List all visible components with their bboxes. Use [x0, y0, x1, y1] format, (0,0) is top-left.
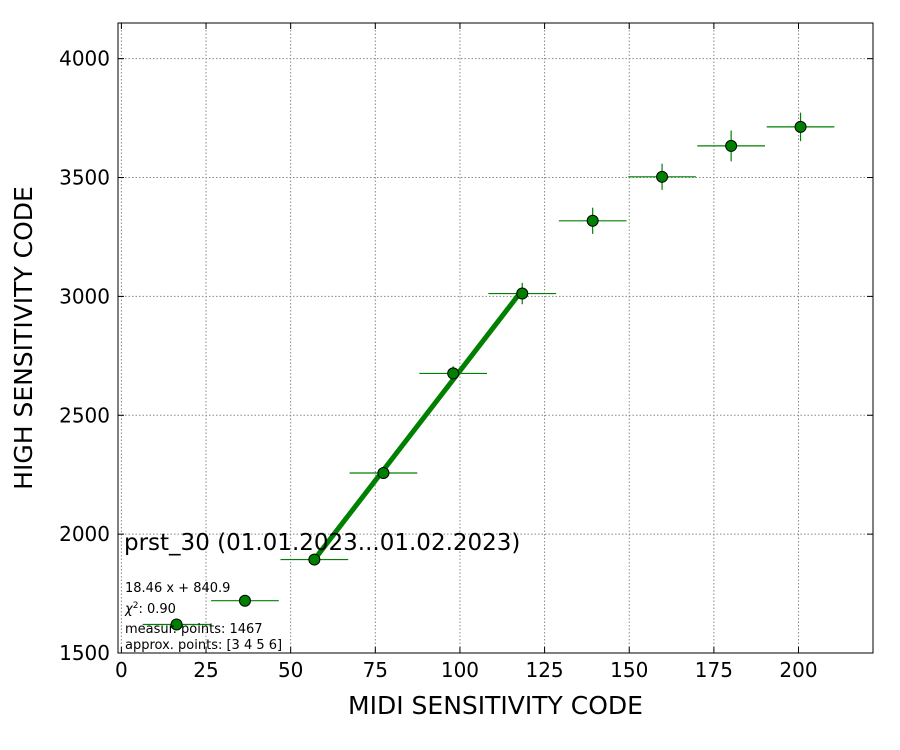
data-points [142, 112, 835, 631]
data-point [488, 282, 557, 305]
point-marker [238, 594, 251, 607]
point-marker [516, 287, 529, 300]
x-tick-label: 200 [779, 658, 817, 682]
point-marker [794, 120, 807, 133]
point-marker [377, 467, 390, 480]
data-point [558, 207, 627, 234]
data-point [211, 594, 279, 607]
y-tick-label: 4000 [59, 47, 110, 71]
annotation-measur-points: measur. points: 1467 [125, 622, 263, 637]
y-tick-label: 3500 [59, 166, 110, 190]
annotation-equation: 18.46 x + 840.9 [125, 581, 230, 596]
point-marker [170, 618, 183, 631]
point-marker [656, 170, 669, 183]
point-marker [586, 214, 599, 227]
annotation-approx-points: approx. points: [3 4 5 6] [125, 638, 282, 653]
x-tick-label: 175 [695, 658, 733, 682]
point-marker [308, 553, 321, 566]
fit-line-layer [312, 288, 525, 562]
y-axis-label: HIGH SENSITIVITY CODE [9, 186, 38, 490]
x-tick-label: 125 [525, 658, 563, 682]
chi-symbol: χ [124, 602, 134, 617]
data-point [766, 112, 835, 142]
data-point [419, 366, 488, 381]
data-point [280, 553, 349, 566]
data-point [349, 467, 418, 480]
x-axis-label: MIDI SENSITIVITY CODE [348, 691, 643, 720]
x-tick-label: 50 [278, 658, 303, 682]
x-tick-label: 75 [363, 658, 388, 682]
grid [118, 23, 873, 654]
x-tick-label: 25 [193, 658, 218, 682]
data-point [697, 130, 765, 162]
y-tick-label: 2500 [59, 403, 110, 427]
tick-labels: 0 25 50 75 100 125 150 175 200 1500 2000 2500 3000 35… [59, 47, 818, 682]
plot-frame [117, 22, 874, 654]
chi-superscript: 2 [133, 601, 139, 611]
y-tick-label: 3000 [59, 284, 110, 308]
axis-ticks [118, 23, 873, 654]
y-tick-label: 2000 [59, 522, 110, 546]
point-marker [725, 139, 738, 152]
fit-line [312, 288, 525, 562]
annotation-title: prst_30 (01.01.2023...01.02.2023) [124, 530, 520, 556]
point-marker [447, 367, 460, 380]
x-tick-label: 150 [610, 658, 648, 682]
chi2-value: : 0.90 [138, 602, 175, 617]
x-tick-label: 0 [115, 658, 128, 682]
data-point [142, 618, 211, 631]
y-tick-label: 1500 [59, 641, 110, 665]
annotation-chi2: χ2: 0.90 [124, 601, 176, 617]
x-tick-label: 100 [441, 658, 479, 682]
data-point [628, 163, 696, 190]
